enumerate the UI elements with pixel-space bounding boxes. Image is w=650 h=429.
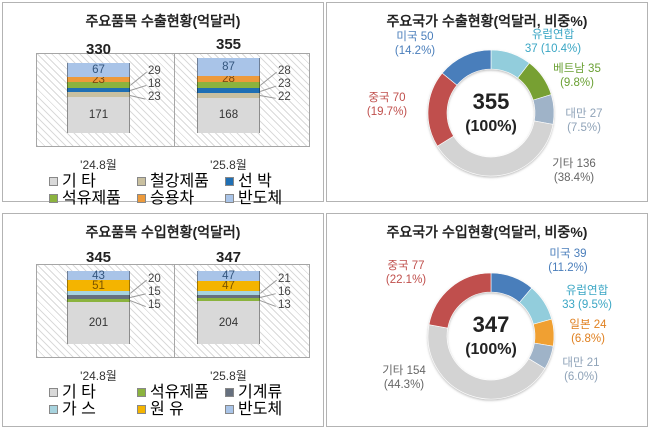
svg-text:355: 355 (473, 89, 510, 114)
svg-text:347: 347 (473, 312, 510, 337)
svg-text:(100%): (100%) (465, 118, 517, 135)
svg-text:(100%): (100%) (465, 341, 517, 358)
